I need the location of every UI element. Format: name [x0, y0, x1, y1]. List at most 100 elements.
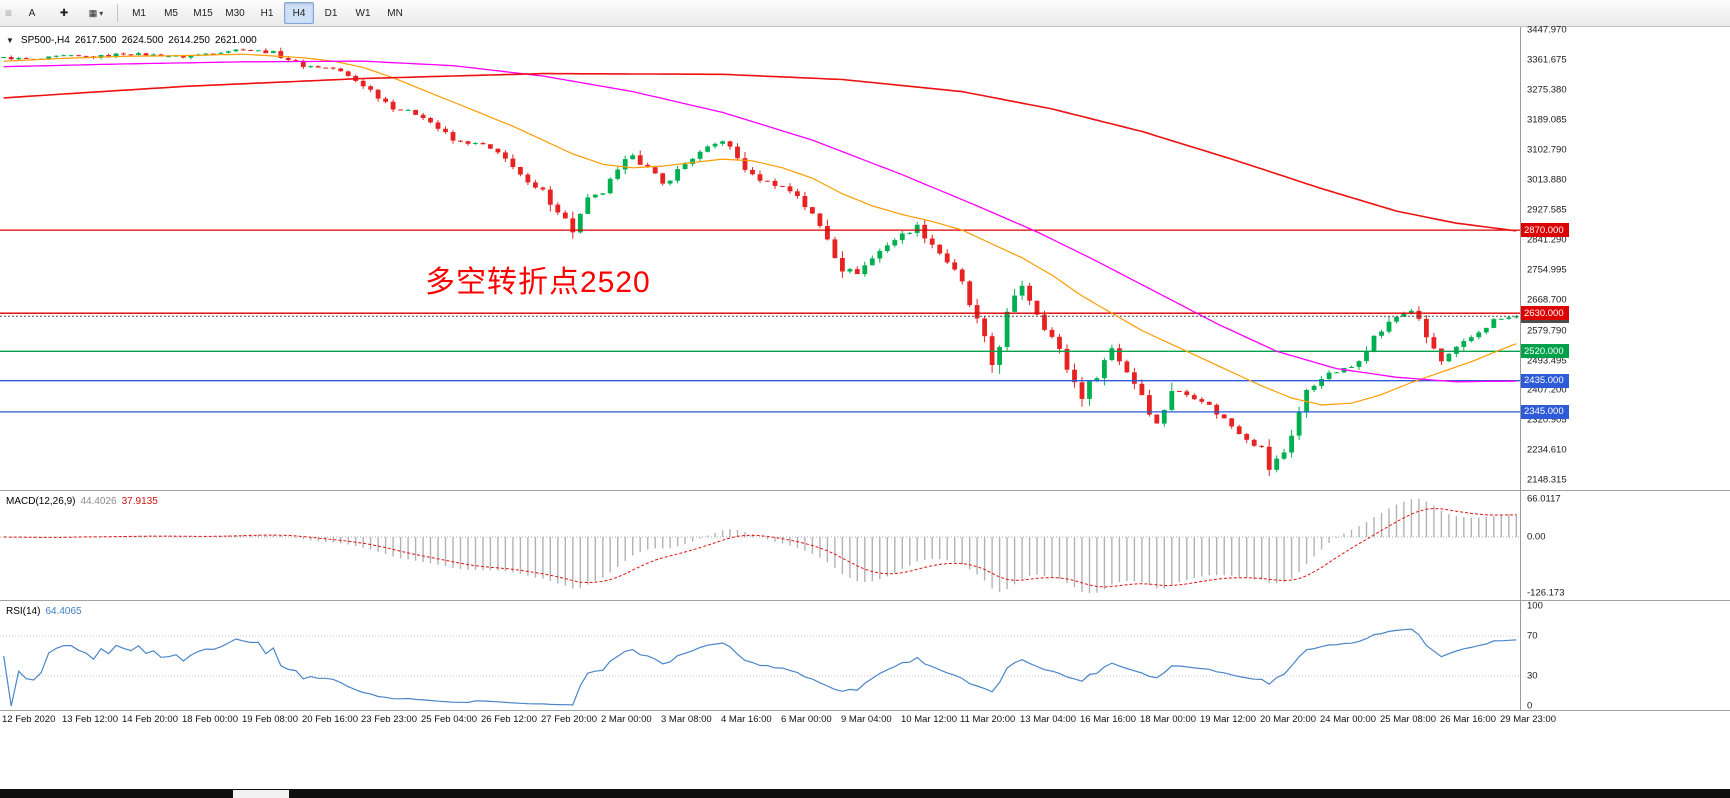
- price-tick-label: 3189.085: [1527, 114, 1567, 126]
- time-axis-label: 11 Mar 20:00: [960, 714, 1016, 725]
- toolbar-separator: [117, 4, 119, 22]
- macd-header: MACD(12,26,9) 44.4026 37.9135: [6, 496, 158, 507]
- time-axis-label: 29 Mar 23:00: [1500, 714, 1556, 725]
- macd-indicator-panel[interactable]: MACD(12,26,9) 44.4026 37.9135 66.0117 0.0…: [0, 490, 1730, 601]
- text-tool-button[interactable]: A: [28, 7, 36, 19]
- price-tick-label: 2668.700: [1527, 294, 1567, 306]
- timeframe-button-group: M1 M5 M15 M30 H1 H4 D1 W1 MN: [123, 2, 411, 24]
- time-axis-label: 14 Feb 20:00: [122, 714, 178, 725]
- price-tick-label: 2927.585: [1527, 204, 1567, 216]
- candles: [1, 47, 1519, 477]
- crosshair-tool-button[interactable]: ✚: [59, 7, 69, 19]
- chart-header: ▼ SP500-,H4 2617.500 2624.500 2614.250 2…: [6, 35, 257, 46]
- horizontal-level-lines[interactable]: [0, 229, 1520, 413]
- time-axis-label: 2 Mar 00:00: [601, 714, 652, 725]
- time-axis[interactable]: 12 Feb 2020 13 Feb 12:00 14 Feb 20:00 18 Fe…: [0, 710, 1730, 731]
- price-scale[interactable]: 3447.970 3361.675 3275.380 3189.085 3102.790…: [1520, 25, 1730, 490]
- time-axis-label: 10 Mar 12:00: [901, 714, 957, 725]
- time-axis-label: 26 Mar 16:00: [1440, 714, 1496, 725]
- rsi-indicator-panel[interactable]: RSI(14) 64.4065 100 70 30 0: [0, 600, 1730, 712]
- timeframe-button-H4[interactable]: H4: [284, 2, 315, 24]
- macd-scale[interactable]: 66.0117 0.00 -126.173: [1520, 491, 1730, 601]
- price-tick-label: 3275.380: [1527, 84, 1567, 96]
- ma-mid-magenta: [3, 60, 1517, 383]
- price-tick-label: 2320.905: [1527, 414, 1567, 426]
- time-axis-label: 12 Feb 2020: [2, 714, 56, 725]
- time-axis-label: 20 Feb 16:00: [302, 714, 358, 725]
- chart-close-value: 2621.000: [215, 35, 257, 46]
- timeframe-button-D1[interactable]: D1: [324, 7, 338, 19]
- chart-high-value: 2624.500: [121, 35, 164, 46]
- price-tick-label: 2493.495: [1527, 355, 1567, 366]
- time-axis-label: 3 Mar 08:00: [661, 714, 712, 725]
- level-price-box: 2520.000: [1521, 344, 1569, 359]
- toolbar: ≡ A ✚ ▦ ▾ M1 M5 M15 M30 H1 H4 D1 W1 MN: [0, 0, 1730, 27]
- price-tick-label: 2407.200: [1527, 384, 1567, 396]
- level-price-box: 2345.000: [1521, 404, 1569, 419]
- chart-text-annotation[interactable]: 多空转折点2520: [425, 266, 651, 299]
- time-axis-label: 24 Mar 00:00: [1320, 714, 1376, 725]
- price-chart-panel[interactable]: ▼ SP500-,H4 2617.500 2624.500 2614.250 2…: [0, 25, 1730, 490]
- time-axis-label: 9 Mar 04:00: [841, 714, 892, 725]
- chart-symbol-label: SP500-,H4: [20, 35, 70, 46]
- macd-signal-value: 37.9135: [121, 496, 158, 507]
- time-axis-label: 19 Feb 08:00: [242, 714, 298, 725]
- level-price-box: 2630.000: [1521, 306, 1569, 321]
- time-axis-label: 18 Mar 00:00: [1140, 714, 1196, 725]
- taskbar-strip[interactable]: [0, 789, 1730, 798]
- macd-canvas[interactable]: [0, 491, 1520, 601]
- ma-slow-red: [3, 72, 1517, 232]
- timeframe-button-H1[interactable]: H1: [260, 7, 274, 19]
- tool-button-group: A ✚ ▦ ▾: [16, 2, 112, 24]
- rsi-canvas[interactable]: [0, 601, 1520, 711]
- macd-scale-label: 66.0117: [1527, 493, 1561, 505]
- timeframe-button-MN[interactable]: MN: [387, 7, 403, 19]
- timeframe-button-W1[interactable]: W1: [355, 7, 371, 19]
- price-tick-label: 3102.790: [1527, 144, 1567, 155]
- ma-fast-orange: [3, 53, 1517, 406]
- level-price-box: 2870.000: [1521, 223, 1569, 238]
- timeframe-button-M5[interactable]: M5: [164, 7, 178, 19]
- macd-label: MACD(12,26,9): [6, 496, 76, 507]
- timeframe-button-M15[interactable]: M15: [193, 7, 213, 19]
- timeframe-button-M1[interactable]: M1: [132, 7, 146, 19]
- price-chart-canvas[interactable]: [0, 27, 1520, 490]
- timeframe-button-M30[interactable]: M30: [225, 7, 245, 19]
- level-price-box: 2435.000: [1521, 373, 1569, 388]
- price-tick-label: 2148.315: [1527, 474, 1567, 486]
- time-axis-label: 23 Feb 23:00: [361, 714, 417, 725]
- price-tick-label: 3361.675: [1527, 54, 1567, 66]
- macd-value: 44.4026: [80, 496, 117, 507]
- toolbar-grip-icon[interactable]: ≡: [5, 6, 13, 20]
- time-axis-label: 4 Mar 16:00: [721, 714, 772, 725]
- rsi-scale[interactable]: 100 70 30 0: [1520, 600, 1730, 712]
- time-axis-label: 16 Mar 16:00: [1080, 714, 1136, 725]
- chart-open-value: 2617.500: [74, 35, 117, 46]
- price-tick-label: 2754.995: [1527, 264, 1567, 276]
- taskbar-notch: [233, 790, 289, 798]
- objects-dropdown-button[interactable]: ▦ ▾: [81, 2, 111, 24]
- macd-signal-line: [3, 507, 1517, 588]
- price-tick-label: 3013.880: [1527, 174, 1567, 186]
- time-axis-label: 6 Mar 00:00: [781, 714, 832, 725]
- rsi-value: 64.4065: [45, 606, 82, 617]
- macd-histogram: [10, 499, 1518, 593]
- rsi-scale-label: 70: [1527, 630, 1538, 642]
- time-axis-label: 25 Mar 08:00: [1380, 714, 1436, 725]
- time-axis-label: 25 Feb 04:00: [421, 714, 477, 725]
- chart-shift-icon: ▦: [88, 7, 98, 18]
- macd-scale-label: -126.173: [1527, 587, 1565, 599]
- time-axis-label: 13 Feb 12:00: [62, 714, 118, 725]
- time-axis-label: 20 Mar 20:00: [1260, 714, 1316, 725]
- rsi-scale-label: 100: [1527, 600, 1543, 612]
- chart-low-value: 2614.250: [168, 35, 210, 46]
- price-tick-label: 2234.610: [1527, 444, 1567, 456]
- time-axis-label: 19 Mar 12:00: [1200, 714, 1256, 725]
- price-tick-label: 2841.290: [1527, 234, 1567, 246]
- time-axis-label: 26 Feb 12:00: [481, 714, 537, 725]
- caret-down-icon: ▾: [99, 8, 104, 18]
- macd-scale-label: 0.00: [1527, 531, 1546, 543]
- time-axis-label: 13 Mar 04:00: [1020, 714, 1076, 725]
- chart-dropdown-arrow-icon[interactable]: ▼: [6, 36, 14, 45]
